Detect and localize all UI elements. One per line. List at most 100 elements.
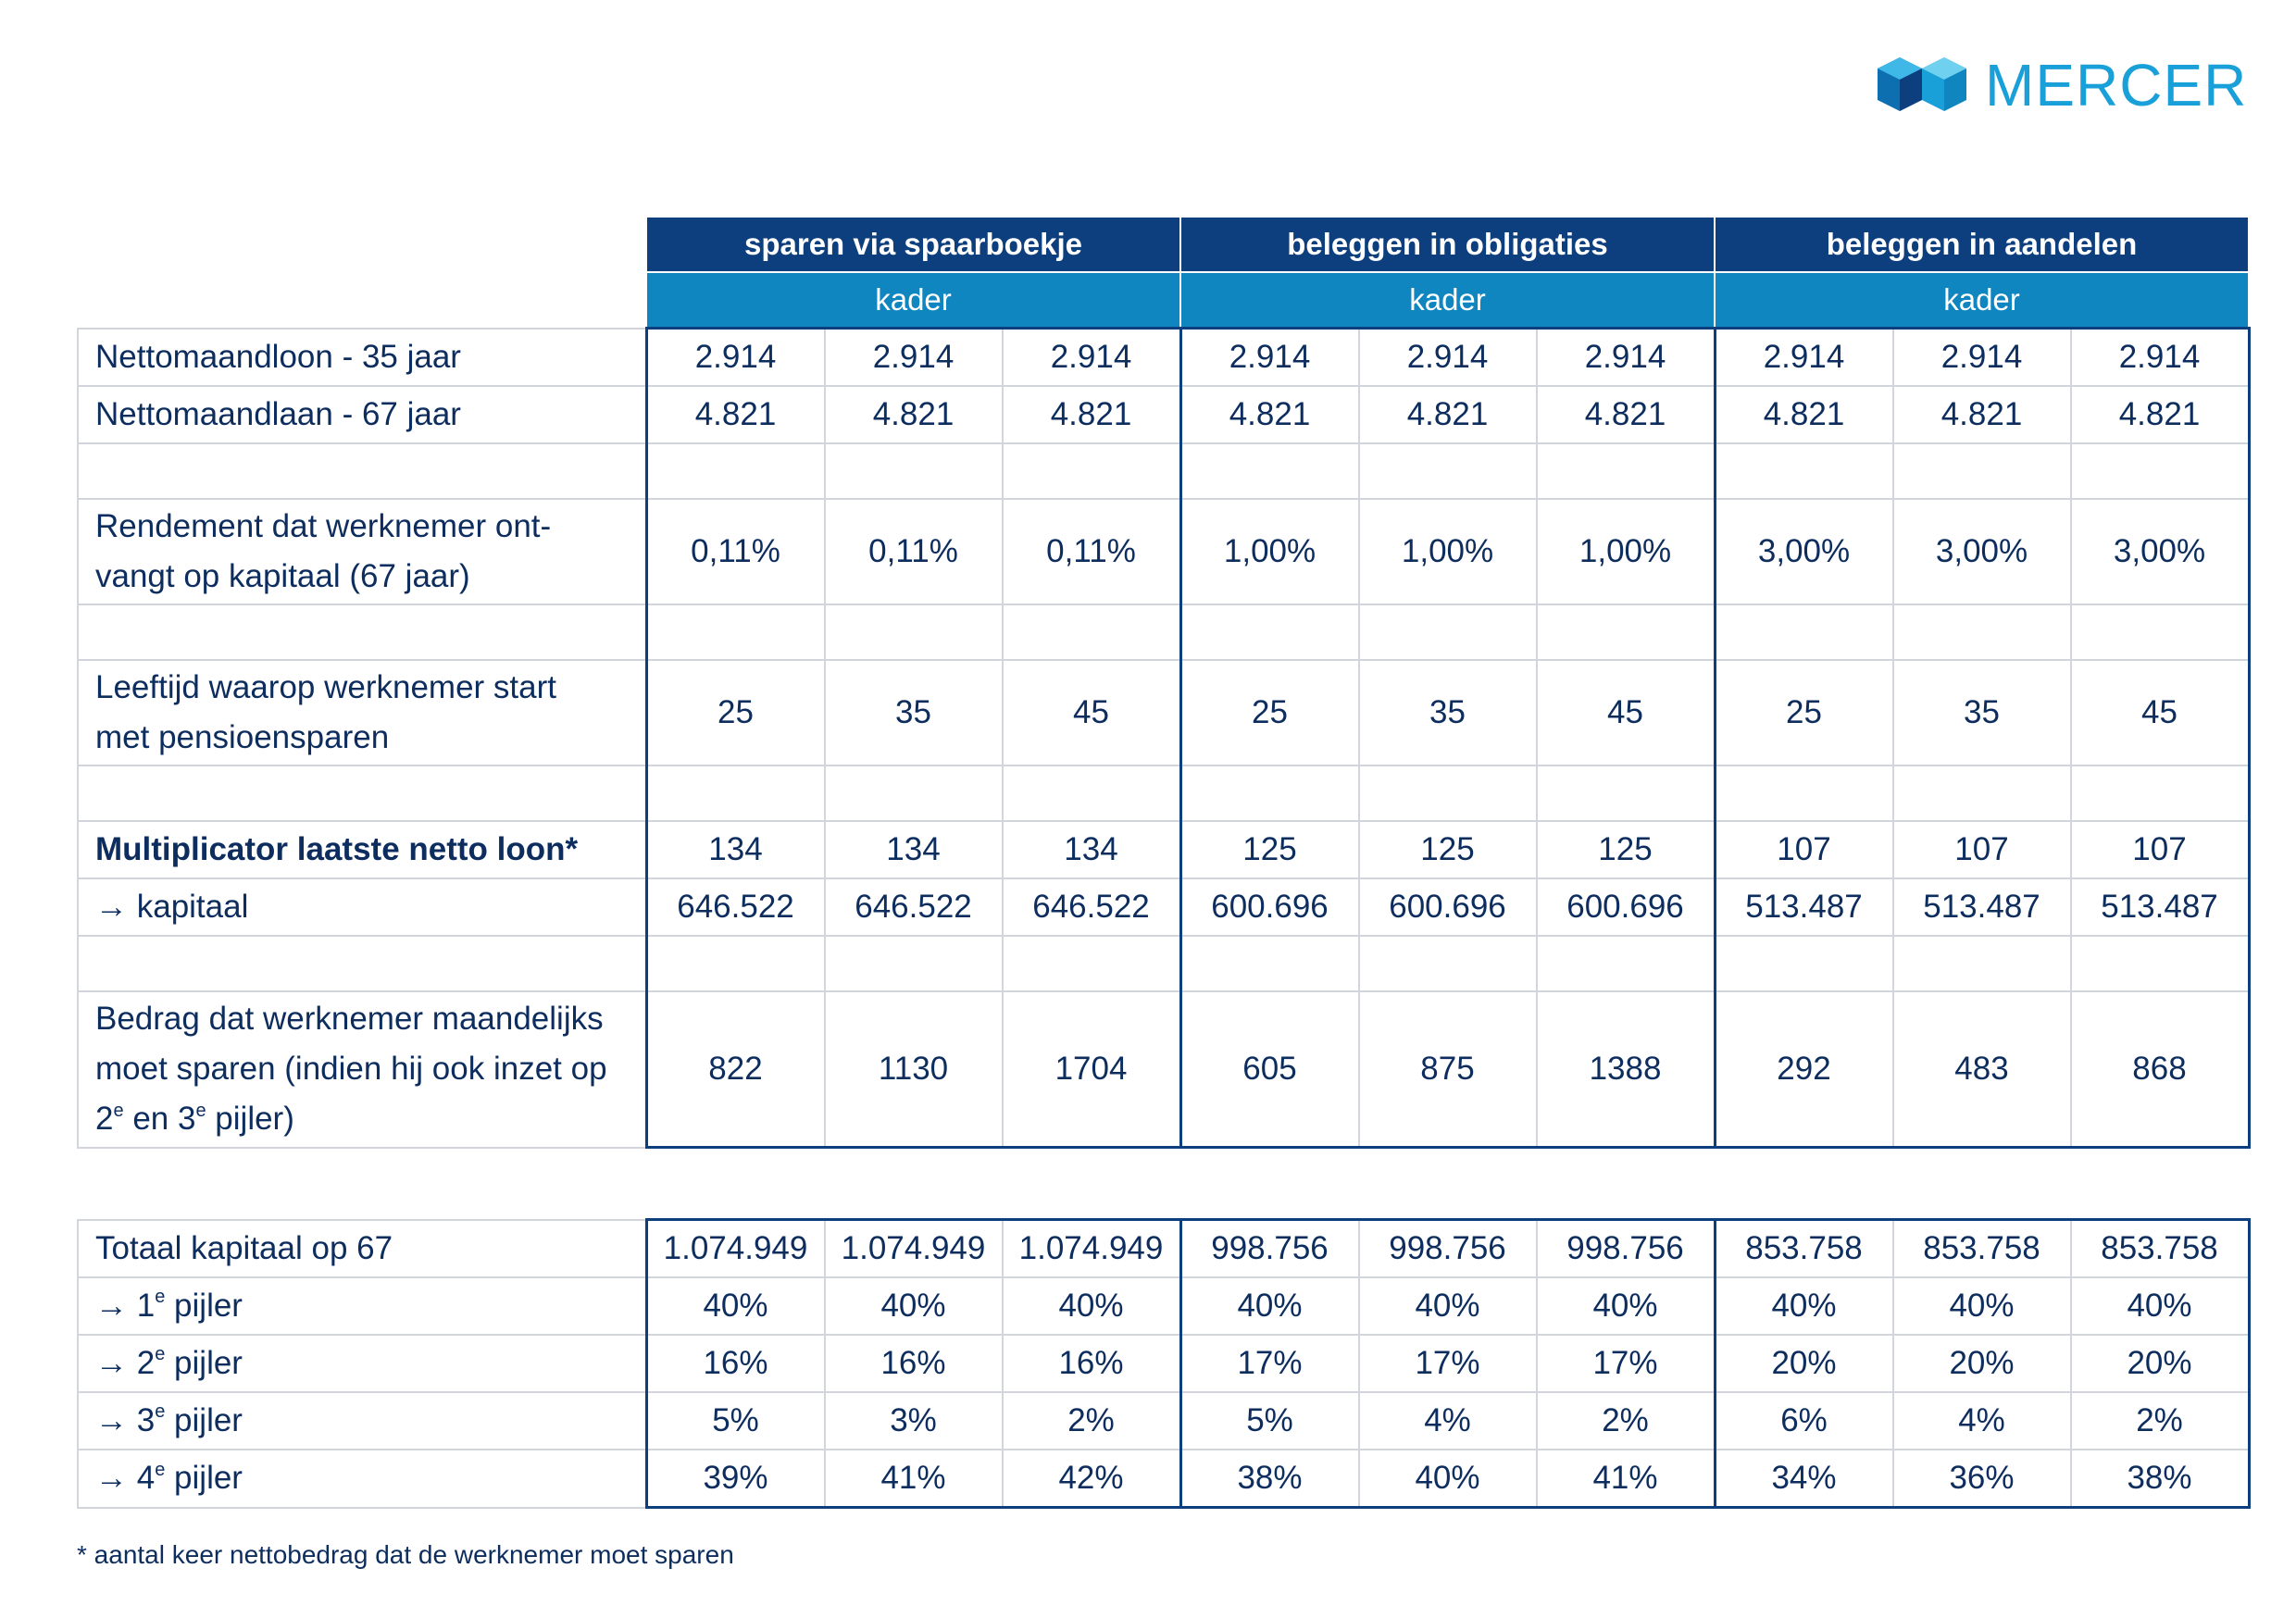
spacer-cell bbox=[823, 604, 1004, 661]
label-part: pijler bbox=[165, 1345, 243, 1381]
row-label: Rendement dat werknemer ont-vangt op kap… bbox=[77, 498, 647, 605]
value-cell: 600.696 bbox=[1179, 877, 1360, 937]
value-cell: 0,11% bbox=[644, 498, 826, 605]
value-cell: 0,11% bbox=[1001, 498, 1181, 605]
value-cell: 25 bbox=[1179, 659, 1360, 766]
value-cell: 998.756 bbox=[1535, 1218, 1716, 1278]
value-cell: 40% bbox=[1713, 1276, 1894, 1336]
table-row: → kapitaal 646.522 646.522 646.522 600.696 6… bbox=[77, 877, 2251, 937]
spacer-cell bbox=[1001, 765, 1181, 822]
spacer-cell bbox=[1891, 442, 2072, 500]
superscript: e bbox=[155, 1401, 166, 1423]
table-row: → 2e pijler 16% 16% 16% 17% 17% 17% 20% 20% 20% bbox=[77, 1334, 2251, 1393]
spacer-cell bbox=[2069, 765, 2251, 822]
value-cell: 5% bbox=[1179, 1391, 1360, 1450]
pension-table: sparen via spaarboekje beleggen in oblig… bbox=[77, 216, 2251, 1149]
table-row: Multiplicator laatste netto loon* 134 134… bbox=[77, 820, 2251, 879]
table-row: Nettomaandlaan - 67 jaar 4.821 4.821 4.821… bbox=[77, 385, 2251, 444]
spacer-cell bbox=[1535, 604, 1716, 661]
value-cell: 40% bbox=[644, 1276, 826, 1336]
value-cell: 134 bbox=[644, 820, 826, 879]
value-cell: 513.487 bbox=[1891, 877, 2072, 937]
row-label: → 1e pijler bbox=[77, 1276, 647, 1336]
value-cell: 45 bbox=[1535, 659, 1716, 766]
table-row: → 4e pijler 39% 41% 42% 38% 40% 41% 34% 36% 38% bbox=[77, 1449, 2251, 1509]
value-cell: 4.821 bbox=[644, 385, 826, 444]
spacer-cell bbox=[1001, 604, 1181, 661]
value-cell: 35 bbox=[823, 659, 1004, 766]
group-header-row: sparen via spaarboekje beleggen in oblig… bbox=[78, 216, 2250, 273]
row-label: → 3e pijler bbox=[77, 1391, 647, 1450]
spacer-cell bbox=[1535, 935, 1716, 992]
label-part: en 3 bbox=[123, 1101, 196, 1138]
spacer-cell bbox=[644, 765, 826, 822]
superscript: e bbox=[155, 1459, 166, 1480]
label-part: pijler) bbox=[206, 1101, 294, 1138]
value-cell: 292 bbox=[1713, 990, 1894, 1149]
spacer-cell bbox=[77, 765, 647, 822]
value-cell: 5% bbox=[644, 1391, 826, 1450]
value-cell: 822 bbox=[644, 990, 826, 1149]
spacer-cell bbox=[1891, 765, 2072, 822]
spacer-cell bbox=[1713, 765, 1894, 822]
superscript: e bbox=[113, 1100, 124, 1121]
value-cell: 4.821 bbox=[1535, 385, 1716, 444]
group-title-savings: sparen via spaarboekje bbox=[645, 216, 1181, 273]
spacer-cell bbox=[1535, 765, 1716, 822]
value-cell: 134 bbox=[823, 820, 1004, 879]
value-cell: 853.758 bbox=[2069, 1218, 2251, 1278]
label-part: → 3 bbox=[95, 1402, 156, 1438]
value-cell: 35 bbox=[1891, 659, 2072, 766]
value-cell: 107 bbox=[2069, 820, 2251, 879]
value-cell: 16% bbox=[823, 1334, 1004, 1393]
value-cell: 2.914 bbox=[1713, 327, 1894, 387]
value-cell: 45 bbox=[1001, 659, 1181, 766]
value-cell: 42% bbox=[1001, 1449, 1181, 1509]
row-label: Totaal kapitaal op 67 bbox=[77, 1218, 647, 1278]
label-part: → 4 bbox=[95, 1460, 156, 1497]
label-part: pijler bbox=[165, 1460, 243, 1497]
label-part: pijler bbox=[165, 1288, 243, 1324]
value-cell: 40% bbox=[1891, 1276, 2072, 1336]
table-row: Rendement dat werknemer ont-vangt op kap… bbox=[77, 498, 2251, 605]
value-cell: 998.756 bbox=[1357, 1218, 1538, 1278]
superscript: e bbox=[155, 1344, 166, 1365]
row-label-line: met pensioensparen bbox=[95, 719, 390, 755]
value-cell: 17% bbox=[1357, 1334, 1538, 1393]
value-cell: 2% bbox=[1001, 1391, 1181, 1450]
group-title-bonds: beleggen in obligaties bbox=[1179, 216, 1716, 273]
value-cell: 4.821 bbox=[1357, 385, 1538, 444]
value-cell: 16% bbox=[1001, 1334, 1181, 1393]
row-label: Multiplicator laatste netto loon* bbox=[77, 820, 647, 879]
spacer-row bbox=[77, 765, 2251, 822]
spacer-cell bbox=[1891, 935, 2072, 992]
value-cell: 41% bbox=[1535, 1449, 1716, 1509]
value-cell: 868 bbox=[2069, 990, 2251, 1149]
value-cell: 853.758 bbox=[1891, 1218, 2072, 1278]
value-cell: 40% bbox=[1535, 1276, 1716, 1336]
value-cell: 646.522 bbox=[1001, 877, 1181, 937]
spacer-cell bbox=[1713, 442, 1894, 500]
value-cell: 513.487 bbox=[1713, 877, 1894, 937]
value-cell: 125 bbox=[1179, 820, 1360, 879]
value-cell: 1388 bbox=[1535, 990, 1716, 1149]
group-sub-bonds: kader bbox=[1179, 272, 1716, 329]
spacer-cell bbox=[2069, 442, 2251, 500]
value-cell: 40% bbox=[1001, 1276, 1181, 1336]
spacer-cell bbox=[2069, 604, 2251, 661]
value-cell: 107 bbox=[1713, 820, 1894, 879]
value-cell: 38% bbox=[2069, 1449, 2251, 1509]
value-cell: 3,00% bbox=[2069, 498, 2251, 605]
label-part: 2 bbox=[95, 1101, 114, 1138]
value-cell: 4.821 bbox=[1891, 385, 2072, 444]
value-cell: 125 bbox=[1535, 820, 1716, 879]
value-cell: 853.758 bbox=[1713, 1218, 1894, 1278]
row-label: → kapitaal bbox=[77, 877, 647, 937]
spacer-cell bbox=[1001, 935, 1181, 992]
footnote: * aantal keer nettobedrag dat de werknem… bbox=[77, 1540, 734, 1569]
value-cell: 40% bbox=[823, 1276, 1004, 1336]
row-label: → 2e pijler bbox=[77, 1334, 647, 1393]
value-cell: 40% bbox=[1357, 1449, 1538, 1509]
value-cell: 2.914 bbox=[1535, 327, 1716, 387]
spacer-cell bbox=[644, 442, 826, 500]
